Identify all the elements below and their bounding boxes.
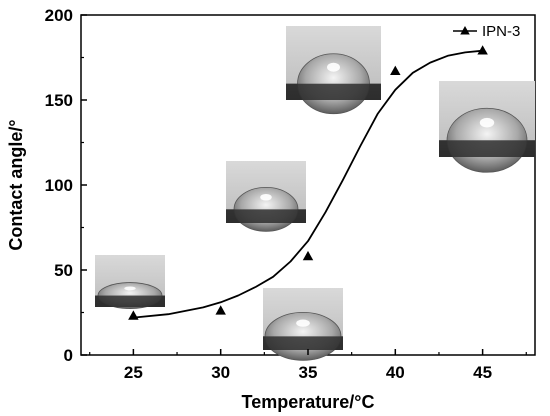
inset-highlight: [327, 62, 340, 72]
data-point: [128, 310, 139, 320]
inset-droplet-base: [263, 336, 343, 350]
droplet-photo-30c: [263, 288, 343, 361]
y-tick-label: 200: [45, 6, 73, 25]
droplet-photo-25c: [95, 255, 165, 309]
inset-droplet-base: [286, 83, 381, 100]
data-point: [477, 45, 488, 55]
data-point: [302, 250, 314, 261]
x-tick-label: 35: [299, 363, 318, 382]
inset-droplet-base: [226, 209, 306, 223]
x-tick-label: 40: [386, 363, 405, 382]
inset-photos: [95, 26, 535, 361]
data-points-layer: [128, 45, 488, 320]
y-tick-label: 150: [45, 91, 73, 110]
data-point: [215, 305, 226, 315]
x-tick-label: 30: [211, 363, 230, 382]
legend-marker: [460, 26, 470, 35]
x-tick-label: 25: [124, 363, 143, 382]
droplet-photo-40c: [286, 26, 381, 115]
droplet-photo-35c: [226, 161, 306, 232]
inset-droplet-base: [439, 140, 535, 157]
fit-curve: [133, 49, 483, 319]
fit-curve-layer: [133, 49, 483, 319]
legend: IPN-3: [453, 23, 520, 40]
inset-highlight: [124, 286, 136, 291]
data-point: [390, 65, 401, 75]
legend-label: IPN-3: [482, 23, 520, 40]
inset-highlight: [260, 193, 272, 201]
y-tick-label: 50: [54, 261, 73, 280]
x-axis-title: Temperature/°C: [242, 392, 375, 412]
y-tick-label: 0: [64, 346, 73, 365]
inset-droplet-base: [95, 295, 165, 307]
y-axis-title: Contact angle/°: [6, 119, 26, 250]
axis-ticks-layer: 25 30 35 40 45 0 50 100 150 200: [45, 6, 527, 382]
y-tick-label: 100: [45, 176, 73, 195]
inset-highlight: [479, 117, 495, 128]
droplet-photo-45c: [439, 81, 535, 173]
inset-highlight: [296, 319, 310, 327]
x-tick-label: 45: [473, 363, 492, 382]
